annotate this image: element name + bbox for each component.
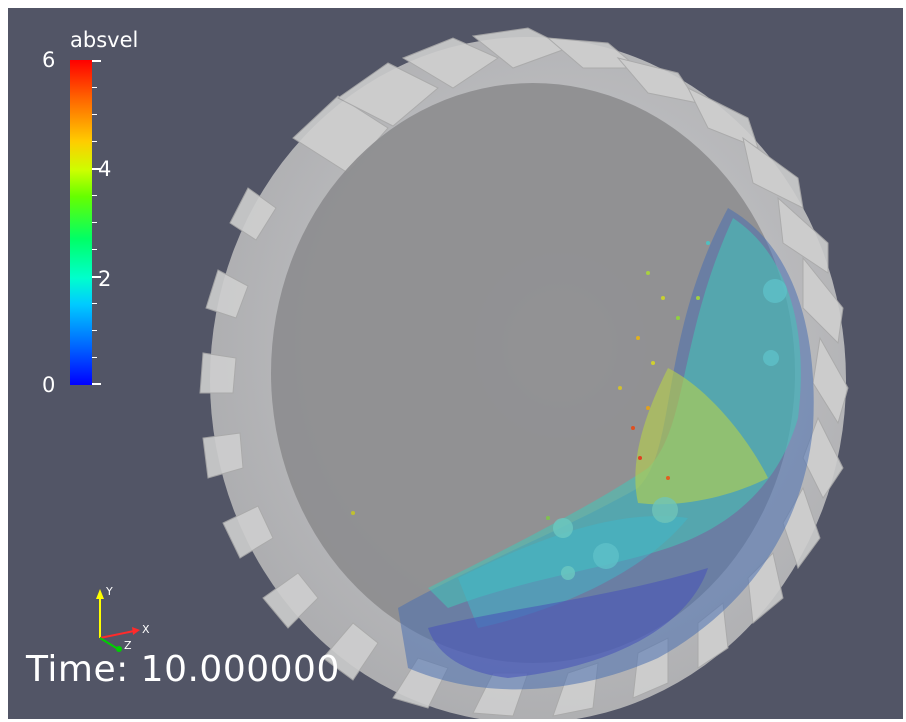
y-axis-label: Y bbox=[105, 585, 113, 598]
colorbar bbox=[70, 60, 92, 385]
z-axis-line bbox=[99, 637, 119, 650]
colorbar-tick bbox=[92, 383, 101, 385]
colorbar-tick bbox=[92, 357, 97, 358]
colorbar-tick bbox=[92, 114, 97, 115]
colorbar-tick bbox=[92, 249, 97, 250]
colorbar-tick bbox=[92, 87, 97, 88]
colorbar-tick bbox=[92, 330, 97, 331]
x-axis-label: X bbox=[142, 623, 150, 636]
particle-bed bbox=[398, 208, 814, 690]
z-axis-tip bbox=[116, 646, 122, 652]
y-axis-arrow bbox=[96, 589, 104, 599]
colorbar-tick bbox=[92, 168, 101, 170]
colorbar-tick bbox=[92, 141, 97, 142]
colorbar-tick bbox=[92, 222, 97, 223]
colorbar-tick bbox=[92, 60, 101, 62]
render-viewport[interactable]: absvel 6 4 2 0 Y X Z Time: 10.000000 bbox=[8, 8, 903, 719]
drum-scene bbox=[199, 27, 849, 719]
colorbar-tick bbox=[92, 303, 97, 304]
time-annotation: Time: 10.000000 bbox=[26, 649, 340, 690]
orientation-axes-widget: Y X Z bbox=[96, 585, 150, 652]
colorbar-max-label: 6 bbox=[42, 48, 56, 72]
colorbar-label-2: 2 bbox=[98, 267, 112, 291]
colorbar-tick bbox=[92, 276, 101, 278]
scattered-particles bbox=[351, 241, 710, 520]
colorbar-title: absvel bbox=[70, 28, 139, 52]
colorbar-tick bbox=[92, 195, 97, 196]
colorbar-min-label: 0 bbox=[42, 373, 56, 397]
x-axis-line bbox=[99, 630, 135, 639]
colorbar-label-4: 4 bbox=[98, 157, 112, 181]
x-axis-arrow bbox=[132, 627, 140, 635]
z-axis-label: Z bbox=[124, 639, 132, 652]
